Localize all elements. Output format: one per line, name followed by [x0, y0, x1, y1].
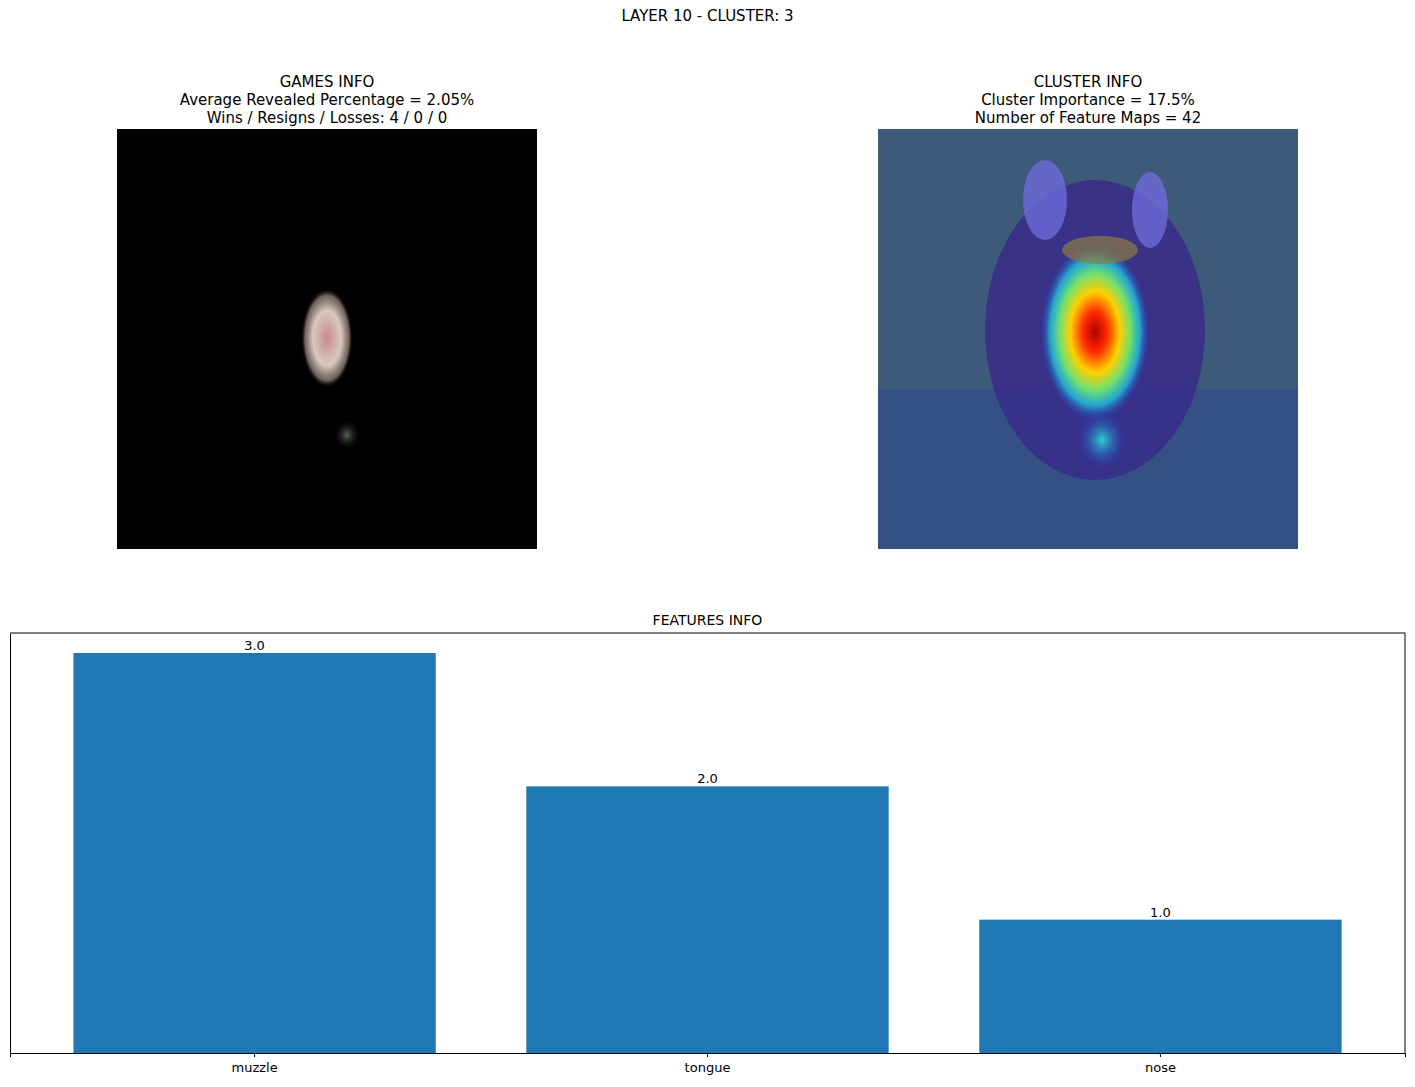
data-labels: 3.0 2.0 1.0 [244, 638, 1171, 920]
tick-mark [707, 1053, 708, 1057]
image-background [878, 129, 1298, 549]
x-axis: muzzle tongue nose [11, 1053, 1406, 1075]
tick-mark [1160, 1053, 1161, 1057]
y-axis [10, 634, 11, 1054]
heatmap-region [1040, 242, 1150, 422]
image-region [333, 419, 361, 451]
bars [73, 653, 1341, 1053]
tick: muzzle [231, 1053, 277, 1075]
image-background [117, 129, 537, 549]
frame [1405, 633, 1406, 1053]
bar [73, 653, 435, 1053]
image [117, 129, 537, 549]
figure: LAYER 10 - CLUSTER: 3 GAMES INFOAverage R… [0, 0, 1415, 1087]
image-region [301, 288, 353, 388]
axis-line [11, 1054, 1406, 1058]
panel-title: Number of Feature Maps = 42 [975, 109, 1201, 127]
panel-title: CLUSTER INFO [1034, 73, 1143, 91]
tick: nose [1145, 1053, 1176, 1075]
image-region [1132, 172, 1168, 248]
tick-label: nose [1145, 1060, 1176, 1075]
image-region [985, 180, 1205, 480]
panel-title: Cluster Importance = 17.5% [981, 91, 1195, 109]
tick: tongue [685, 1053, 731, 1075]
tick-mark [254, 1053, 255, 1057]
axis-line [10, 634, 11, 1054]
data-label: 2.0 [697, 771, 718, 786]
frame [10, 633, 1405, 634]
data-label: 3.0 [244, 638, 265, 653]
tick-label: muzzle [231, 1060, 277, 1075]
chart-title: FEATURES INFO [653, 612, 763, 628]
image [878, 129, 1298, 549]
bar [526, 786, 888, 1053]
heatmap-region [1077, 410, 1127, 470]
image-region [1062, 236, 1138, 264]
panel-title: Average Revealed Percentage = 2.05% [180, 91, 474, 109]
figure-title: LAYER 10 - CLUSTER: 3 [621, 7, 793, 25]
bar [979, 920, 1341, 1053]
data-label: 1.0 [1150, 905, 1171, 920]
panel-title: Wins / Resigns / Losses: 4 / 0 / 0 [207, 109, 448, 127]
tick-label: tongue [685, 1060, 731, 1075]
image-region [1023, 160, 1067, 240]
panel-title: GAMES INFO [280, 73, 375, 91]
